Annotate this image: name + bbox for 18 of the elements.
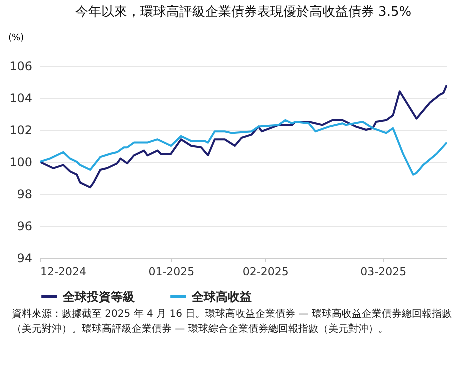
x-tick-label: 12-2024	[40, 266, 86, 278]
source-note: 資料來源：數據截至 2025 年 4 月 16 日。環球高收益企業債券 — 環球高收益企業債券總回報指數（美元對沖）。環球高評級企業債券 — 環球綜合企業債券總回報指數（美元對沖）。	[12, 308, 453, 337]
chart-title: 今年以來，環球高評級企業債券表現優於高收益債券 3.5%	[75, 4, 412, 20]
y-tick-label: 106	[10, 60, 32, 74]
legend-label: 全球高收益	[191, 290, 252, 304]
legend-label: 全球投資等級	[62, 290, 136, 304]
y-tick-label: 100	[10, 156, 32, 170]
x-tick-label: 02-2025	[242, 266, 289, 278]
y-tick-label: 102	[10, 124, 32, 138]
y-tick-label: 104	[10, 92, 32, 106]
x-tick-label: 01-2025	[148, 266, 195, 278]
line-series	[40, 84, 447, 189]
y-tick-label: 98	[17, 188, 32, 202]
y-tick-label: 96	[17, 220, 32, 234]
y-tick-label: 94	[17, 252, 32, 266]
line-series	[40, 119, 447, 176]
x-tick-label: 03-2025	[360, 266, 407, 278]
y-axis-title: (%)	[8, 34, 24, 44]
